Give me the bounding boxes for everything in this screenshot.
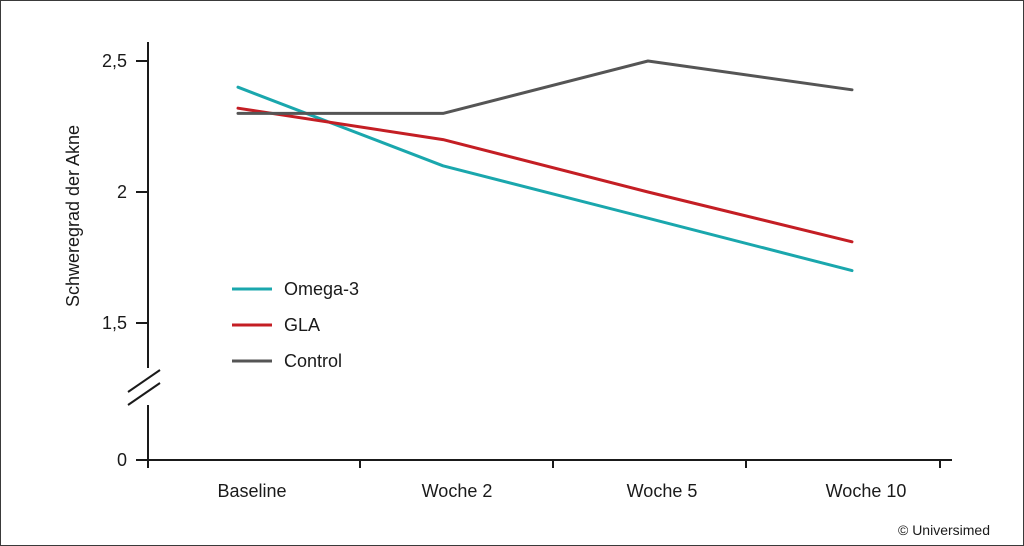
x-tick-label: Woche 5 [627,481,698,501]
x-tick-label: Baseline [217,481,286,501]
series-line-control [236,59,854,115]
y-tick-label: 0 [117,450,127,470]
series-line-gla [236,106,854,244]
y-ticks: 0 1,5 2 2,5 [102,51,148,470]
y-tick-label: 2,5 [102,51,127,71]
axis-break-mark [127,382,161,406]
legend-label: GLA [284,315,320,335]
legend-label: Omega-3 [284,279,359,299]
y-tick-label: 1,5 [102,313,127,333]
copyright-text: © Universimed [898,522,990,538]
y-axis-title: Schweregrad der Akne [63,125,83,307]
x-ticks: Baseline Woche 2 Woche 5 Woche 10 [147,460,941,501]
series-lines [236,59,854,273]
legend-label: Control [284,351,342,371]
x-tick-label: Woche 2 [422,481,493,501]
y-tick-label: 2 [117,182,127,202]
axis-break-mark [127,369,161,393]
series-line-omega-3 [236,85,854,273]
x-tick-label: Woche 10 [826,481,907,501]
legend: Omega-3 GLA Control [232,279,359,371]
